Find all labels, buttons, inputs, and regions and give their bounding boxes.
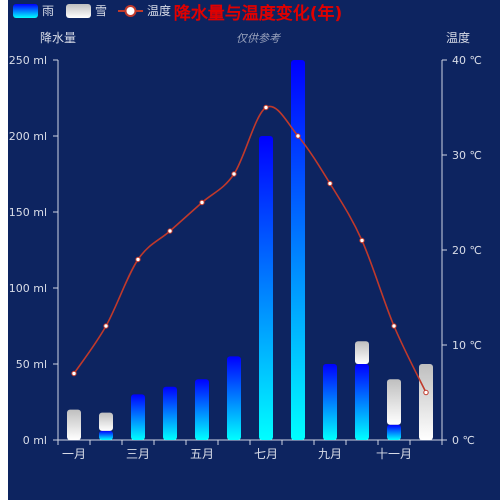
bar-rain[interactable] <box>99 430 113 440</box>
bar-rain[interactable] <box>227 356 241 440</box>
chart-title: 降水量与温度变化(年) <box>174 3 343 24</box>
legend-label-rain: 雨 <box>42 4 54 18</box>
temperature-point[interactable] <box>295 133 301 139</box>
bar-rain[interactable] <box>291 60 305 440</box>
bars <box>67 60 433 440</box>
bar-rain[interactable] <box>195 379 209 440</box>
bar-snow[interactable] <box>99 412 113 431</box>
bar-snow[interactable] <box>355 341 369 364</box>
bar-snow[interactable] <box>387 379 401 425</box>
x-tick-label: 九月 <box>318 447 342 461</box>
temperature-point[interactable] <box>327 180 333 187</box>
y-right-ticks: 0 ℃ 10 ℃ 20 ℃ 30 ℃ 40 ℃ <box>442 54 482 447</box>
temperature-point[interactable] <box>263 104 269 111</box>
temperature-point[interactable] <box>71 370 77 377</box>
legend[interactable]: 雨 雪 温度 <box>13 3 171 18</box>
temperature-point[interactable] <box>167 228 173 234</box>
x-tick-label: 三月 <box>126 447 150 461</box>
y-right-tick-label: 20 ℃ <box>452 244 482 257</box>
x-tick-label: 五月 <box>190 447 214 461</box>
y-left-tick-label: 150 ml <box>9 206 47 219</box>
temperature-point[interactable] <box>199 199 205 206</box>
y-left-tick-label: 100 ml <box>9 282 47 295</box>
legend-item-snow[interactable]: 雪 <box>66 4 107 18</box>
temperature-point[interactable] <box>391 323 397 329</box>
legend-swatch-rain <box>13 4 38 18</box>
x-tick-label: 十一月 <box>376 447 412 461</box>
bar-snow[interactable] <box>67 409 81 440</box>
y-left-tick-label: 0 ml <box>23 434 47 447</box>
x-tick-label: 七月 <box>254 447 278 461</box>
bar-rain[interactable] <box>131 394 145 440</box>
y-right-tick-label: 30 ℃ <box>452 149 482 162</box>
legend-swatch-temperature-dot <box>124 5 137 17</box>
y-right-axis-title: 温度 <box>446 30 470 45</box>
legend-label-snow: 雪 <box>95 4 107 18</box>
temperature-point[interactable] <box>423 389 429 396</box>
x-ticks: 一月 三月 五月 七月 九月 十一月 <box>57 440 443 461</box>
y-right-tick-label: 0 ℃ <box>452 434 475 447</box>
legend-item-temperature[interactable]: 温度 <box>118 3 171 18</box>
y-left-ticks: 0 ml 50 ml 100 ml 150 ml 200 ml 250 ml <box>9 54 58 447</box>
temperature-point[interactable] <box>231 171 237 177</box>
bar-rain[interactable] <box>323 364 337 440</box>
bar-rain[interactable] <box>163 386 177 440</box>
y-left-axis-title: 降水量 <box>40 31 76 45</box>
y-right-tick-label: 10 ℃ <box>452 339 482 352</box>
temperature-line <box>71 104 429 396</box>
legend-swatch-snow <box>66 4 91 18</box>
temperature-point[interactable] <box>359 237 365 244</box>
y-left-tick-label: 200 ml <box>9 130 47 143</box>
chart-subtitle: 仅供参考 <box>236 32 281 45</box>
legend-label-temperature: 温度 <box>147 3 171 18</box>
bar-rain[interactable] <box>259 136 273 440</box>
bar-rain[interactable] <box>387 424 401 440</box>
y-right-tick-label: 40 ℃ <box>452 54 482 67</box>
bar-snow[interactable] <box>419 364 433 440</box>
temperature-line-path <box>73 105 427 393</box>
y-left-tick-label: 50 ml <box>16 358 47 371</box>
temperature-point[interactable] <box>103 323 109 329</box>
y-left-tick-label: 250 ml <box>9 54 47 67</box>
bar-rain[interactable] <box>355 364 369 440</box>
x-tick-label: 一月 <box>62 447 86 461</box>
temperature-point[interactable] <box>135 256 141 263</box>
legend-item-rain[interactable]: 雨 <box>13 4 54 18</box>
